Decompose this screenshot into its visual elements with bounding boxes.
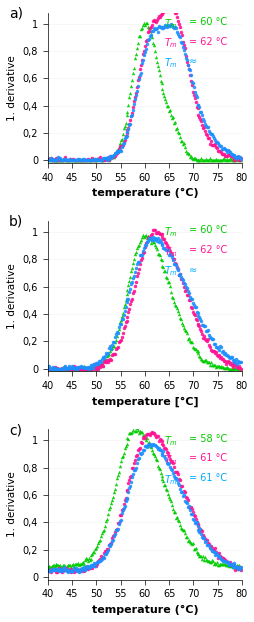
- Text: = 62 °C: = 62 °C: [189, 37, 227, 47]
- Text: $T_m$: $T_m$: [164, 434, 178, 448]
- Text: b): b): [9, 215, 23, 229]
- Y-axis label: 1. derivative: 1. derivative: [7, 471, 17, 537]
- X-axis label: temperature [°C]: temperature [°C]: [91, 397, 197, 407]
- Y-axis label: 1. derivative: 1. derivative: [7, 263, 17, 329]
- Text: $T_m$: $T_m$: [164, 56, 178, 70]
- Y-axis label: 1. derivative: 1. derivative: [7, 55, 17, 121]
- Text: $T_m$: $T_m$: [164, 264, 178, 279]
- Text: $T_m$: $T_m$: [164, 225, 178, 239]
- Text: = 62 °C: = 62 °C: [189, 245, 227, 255]
- Text: $T_m$: $T_m$: [164, 37, 178, 50]
- Text: $T_m$: $T_m$: [164, 17, 178, 31]
- Text: a): a): [9, 7, 23, 21]
- Text: ≈: ≈: [189, 56, 200, 66]
- Text: $T_m$: $T_m$: [164, 245, 178, 259]
- X-axis label: temperature (°C): temperature (°C): [91, 188, 197, 198]
- Text: = 61 °C: = 61 °C: [189, 473, 227, 483]
- Text: = 58 °C: = 58 °C: [189, 434, 227, 443]
- X-axis label: temperature (°C): temperature (°C): [91, 605, 197, 615]
- Text: c): c): [9, 423, 22, 437]
- Text: ≈: ≈: [189, 264, 200, 274]
- Text: $T_m$: $T_m$: [164, 453, 178, 467]
- Text: = 60 °C: = 60 °C: [189, 17, 227, 27]
- Text: = 61 °C: = 61 °C: [189, 453, 227, 463]
- Text: = 60 °C: = 60 °C: [189, 225, 227, 236]
- Text: $T_m$: $T_m$: [164, 473, 178, 486]
